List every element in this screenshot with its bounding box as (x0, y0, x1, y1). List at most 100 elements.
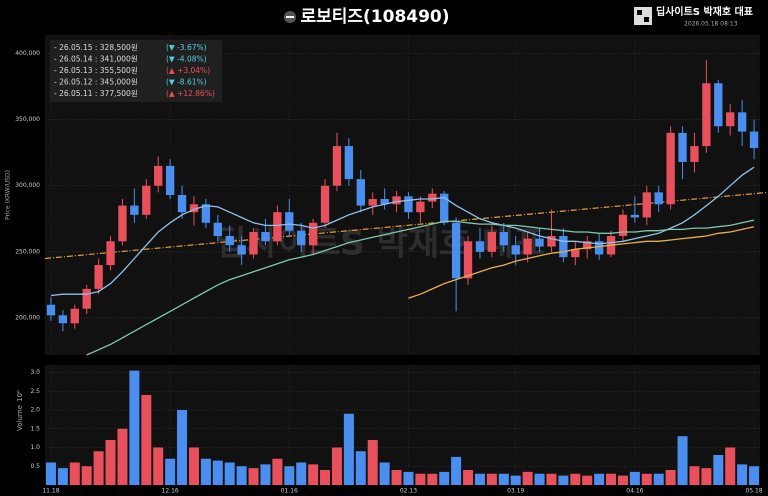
volume-bar (582, 475, 593, 485)
volume-bar (665, 470, 676, 485)
legend-text: - 26.05.11 : 377,500원 (54, 89, 138, 98)
candle-body (70, 308, 79, 324)
candle-body (630, 214, 640, 218)
candle-body (106, 241, 115, 266)
candle-body (547, 235, 556, 247)
candle-body (726, 112, 735, 127)
y-tick-label: 300,000 (15, 182, 40, 189)
volume-label: Volume (16, 405, 24, 431)
chart-title: 로보티즈(108490) (300, 7, 449, 27)
candle-body (690, 146, 699, 162)
volume-bar (177, 410, 188, 485)
logo-qr-dot (644, 17, 649, 22)
candle-body (261, 232, 270, 242)
candle-body (594, 241, 604, 255)
volume-bar (391, 470, 402, 485)
volume-bar (522, 471, 533, 485)
logo-qr (634, 7, 652, 25)
candle-body (225, 235, 234, 246)
volume-bar (200, 458, 211, 485)
volume-bar (641, 473, 652, 485)
candle-body (714, 83, 723, 127)
y-tick-label: 400,000 (15, 50, 40, 57)
volume-bar (546, 473, 557, 485)
volume-bar (415, 473, 426, 485)
candle-body (273, 212, 282, 242)
candle-body (583, 241, 592, 250)
volume-bar (427, 473, 438, 485)
candle-body (535, 238, 544, 247)
y-tick-label: 250,000 (15, 248, 40, 255)
x-tick-label: 11.18 (42, 488, 59, 495)
candle-body (571, 249, 580, 258)
candle-body (94, 265, 103, 289)
volume-bar (486, 473, 497, 485)
candle-body (737, 112, 747, 132)
volume-bar (212, 460, 223, 485)
volume-bar (606, 473, 617, 485)
candle-body (308, 222, 318, 246)
volume-bar (677, 436, 688, 485)
volume-bar (284, 466, 295, 485)
volume-bar (474, 473, 485, 485)
candle-body (154, 165, 163, 186)
volume-bar (153, 447, 164, 485)
candle-body (237, 245, 246, 255)
candle-body (511, 245, 520, 255)
candle-body (404, 196, 413, 213)
legend-change: (▼ -3.67%) (166, 43, 207, 52)
volume-bar (701, 468, 712, 485)
candle-body (451, 222, 461, 279)
volume-bar (737, 464, 748, 485)
y-tick-label: 200,000 (15, 314, 40, 321)
volume-bar (498, 473, 509, 485)
legend-change: (▼ -8.61%) (166, 78, 207, 87)
volume-bar (534, 473, 545, 485)
volume-bar (558, 475, 569, 485)
legend-box (50, 40, 222, 102)
candle-body (332, 146, 342, 186)
volume-bar (188, 447, 199, 485)
volume-bar (45, 462, 56, 485)
candle-body (440, 193, 449, 223)
volume-bar (713, 455, 724, 485)
candle-body (356, 179, 365, 206)
candle-body (249, 232, 258, 255)
volume-bar (570, 473, 581, 485)
candle-body (654, 192, 663, 205)
x-tick-label: 02.13 (400, 488, 417, 495)
candle-body (201, 204, 211, 223)
moving-average (86, 219, 755, 356)
candle-body (618, 214, 628, 236)
candle-body (82, 288, 91, 309)
candle-body (118, 205, 127, 242)
candle-body (499, 232, 508, 246)
volume-bar (165, 458, 176, 485)
volume-bar (129, 370, 140, 485)
candle-body (487, 232, 497, 252)
volume-bar (260, 464, 271, 485)
candle-body (678, 132, 687, 162)
volume-bar (308, 464, 319, 485)
volume-bar (296, 462, 307, 485)
volume-bar (367, 440, 378, 485)
candle-body (523, 238, 532, 255)
volume-bar (331, 447, 342, 485)
volume-tick-label: 1.5 (30, 425, 40, 432)
candle-body (475, 241, 485, 252)
candle-body (749, 131, 759, 149)
volume-tick-label: 0.5 (30, 463, 40, 470)
candle-body (702, 83, 711, 147)
candle-body (297, 230, 306, 246)
legend-text: - 26.05.12 : 345,000원 (54, 78, 138, 87)
moving-average (50, 166, 755, 297)
candle-body (165, 165, 175, 195)
volume-bar (93, 451, 104, 485)
logo-qr-dot (637, 10, 642, 15)
legend-change: (▲ +3.04%) (166, 66, 210, 75)
x-tick-label: 03.19 (507, 488, 524, 495)
volume-bar (224, 462, 235, 485)
candle-body (392, 196, 401, 205)
candle-body (642, 192, 651, 218)
